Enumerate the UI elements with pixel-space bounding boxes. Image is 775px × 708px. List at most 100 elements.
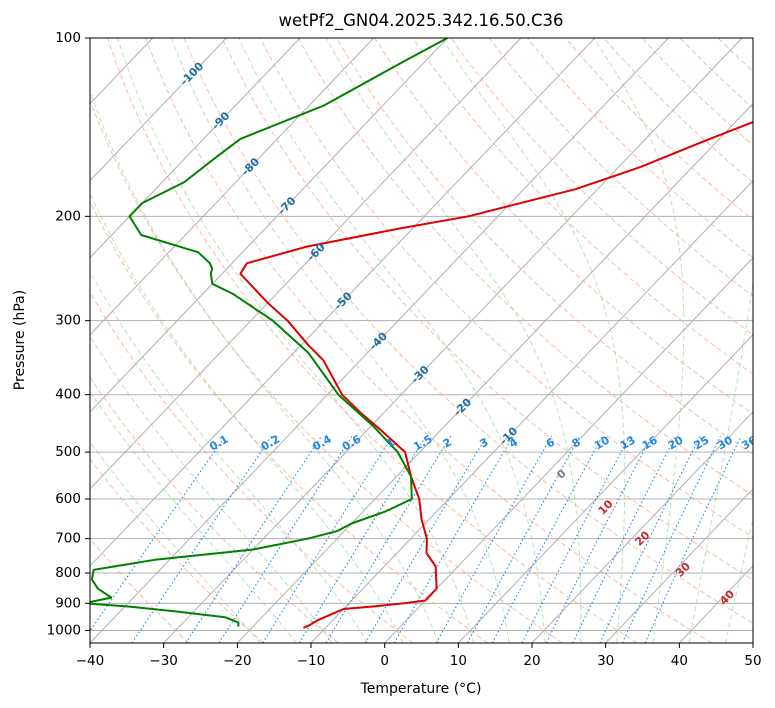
wet-bulb-label: 20 [632, 528, 652, 548]
isotherm-line [384, 256, 753, 643]
dry-adiabat-line [107, 38, 638, 643]
isotherm-line [0, 38, 5, 643]
mixing-ratio-line [467, 435, 581, 643]
y-axis-label: Pressure (hPa) [12, 290, 28, 390]
y-tick-label: 100 [55, 30, 81, 46]
mixing-ratio-label: 30 [715, 433, 735, 452]
moist-adiabat-line [325, 38, 582, 643]
isotherm-line [90, 38, 301, 259]
mixing-ratio-line [393, 435, 514, 643]
mixing-ratio-line [435, 435, 553, 643]
dry-adiabat-line [717, 38, 753, 73]
mixing-ratio-label: 0.1 [207, 432, 230, 453]
moist-adiabat-line [441, 38, 626, 643]
dewpoint-profile-line [90, 38, 448, 627]
mixing-ratio-label: 0.4 [310, 432, 334, 453]
mixing-ratio-line [572, 435, 677, 643]
y-tick-label: 300 [55, 313, 81, 329]
isotherm-line [90, 38, 669, 643]
isotherm-line [163, 38, 743, 643]
dry-adiabat-line [756, 38, 775, 643]
plot-frame [89, 37, 754, 644]
mixing-ratio-line [491, 435, 603, 643]
y-tick-label: 1000 [47, 622, 81, 638]
x-tick-label: −10 [297, 653, 326, 669]
axes-layer: −40 −30 −20 −10 0 10 20 30 40 5010020030040050060… [47, 30, 762, 669]
profile-layer [90, 38, 753, 629]
moist-adiabat-line [238, 38, 546, 643]
mixing-ratio-label: 20 [666, 433, 686, 452]
dry-adiabat-line [90, 200, 488, 643]
x-axis-label: Temperature (°C) [360, 681, 482, 697]
x-tick-label: 50 [744, 653, 761, 669]
dry-adiabat-line [145, 38, 712, 643]
dry-adiabat-line [90, 98, 563, 643]
mixing-ratio-label: 6 [544, 435, 557, 450]
dry-adiabat-line [183, 38, 753, 624]
moist-adiabat-line [90, 391, 297, 643]
dry-adiabat-line [336, 38, 753, 456]
isotherm-line [752, 642, 753, 643]
dry-adiabat-line [565, 38, 753, 221]
wet-bulb-label: 0 [554, 467, 569, 482]
moist-adiabat-line [90, 192, 404, 643]
dry-adiabat-line [90, 291, 414, 643]
mixing-ratio-label: 3 [478, 435, 491, 450]
moist-adiabat-line [90, 335, 333, 643]
dry-adiabat-line [297, 38, 753, 497]
dry-adiabat-line [90, 458, 264, 643]
mixing-ratio-line [131, 435, 273, 643]
dry-adiabat-line [412, 38, 753, 375]
mixing-ratio-label: 36 [739, 433, 759, 452]
temperature-profile-line [239, 120, 753, 629]
mixing-ratio-line [521, 435, 631, 643]
wet-bulb-label: 10 [596, 497, 616, 517]
mixing-ratio-line [599, 435, 701, 643]
y-tick-label: 800 [55, 565, 81, 581]
x-tick-label: −40 [76, 653, 105, 669]
mixing-ratio-label: 0.6 [340, 432, 364, 453]
y-tick-label: 500 [55, 444, 81, 460]
wet-bulb-label: 40 [717, 587, 737, 607]
moist-adiabat-line [762, 38, 775, 643]
dry-adiabat-line [259, 38, 753, 538]
dry-adiabat-line [374, 38, 753, 415]
mixing-ratio-line [262, 435, 393, 643]
dry-adiabat-line [488, 38, 753, 297]
mixing-ratio-line [545, 435, 653, 643]
x-tick-label: 30 [597, 653, 614, 669]
mixing-ratio-label: 25 [692, 434, 712, 453]
x-tick-label: 40 [671, 653, 688, 669]
isotherm-line [457, 334, 753, 643]
moist-adiabat-line [725, 517, 753, 643]
x-tick-label: −30 [149, 653, 178, 669]
thermo-lines-layer [90, 38, 775, 643]
grid-layer [0, 38, 753, 643]
isotherm-line [236, 102, 753, 643]
y-tick-label: 200 [55, 208, 81, 224]
dry-adiabat-line [603, 38, 753, 184]
mixing-ratio-label: 10 [592, 433, 612, 452]
line-label-layer: -100-90-80-70-60-50-40-30-20-100.1 0.2 0.4… [178, 59, 759, 607]
mixing-ratio-line [364, 435, 488, 643]
dry-adiabat-line [90, 538, 190, 643]
isotherm-line [678, 565, 753, 643]
moist-adiabat-line [117, 38, 475, 643]
mixing-ratio-label: 4 [507, 435, 520, 450]
dry-adiabat-line [450, 38, 753, 336]
x-tick-label: −20 [223, 653, 252, 669]
isotherm-line [90, 38, 227, 182]
mixing-ratio-line [218, 435, 353, 643]
isotherm-line [605, 488, 753, 643]
y-tick-label: 400 [55, 387, 81, 403]
isotherm-line [90, 38, 522, 490]
moist-adiabat-line [90, 89, 439, 643]
chart-title: wetPf2_GN04.2025.342.16.50.C36 [279, 11, 564, 31]
dry-adiabat-line [679, 38, 753, 109]
moist-adiabat-line [592, 38, 685, 643]
x-tick-label: 0 [380, 653, 389, 669]
y-tick-label: 900 [55, 595, 81, 611]
x-tick-label: 20 [523, 653, 540, 669]
moist-adiabat-line [90, 270, 369, 643]
